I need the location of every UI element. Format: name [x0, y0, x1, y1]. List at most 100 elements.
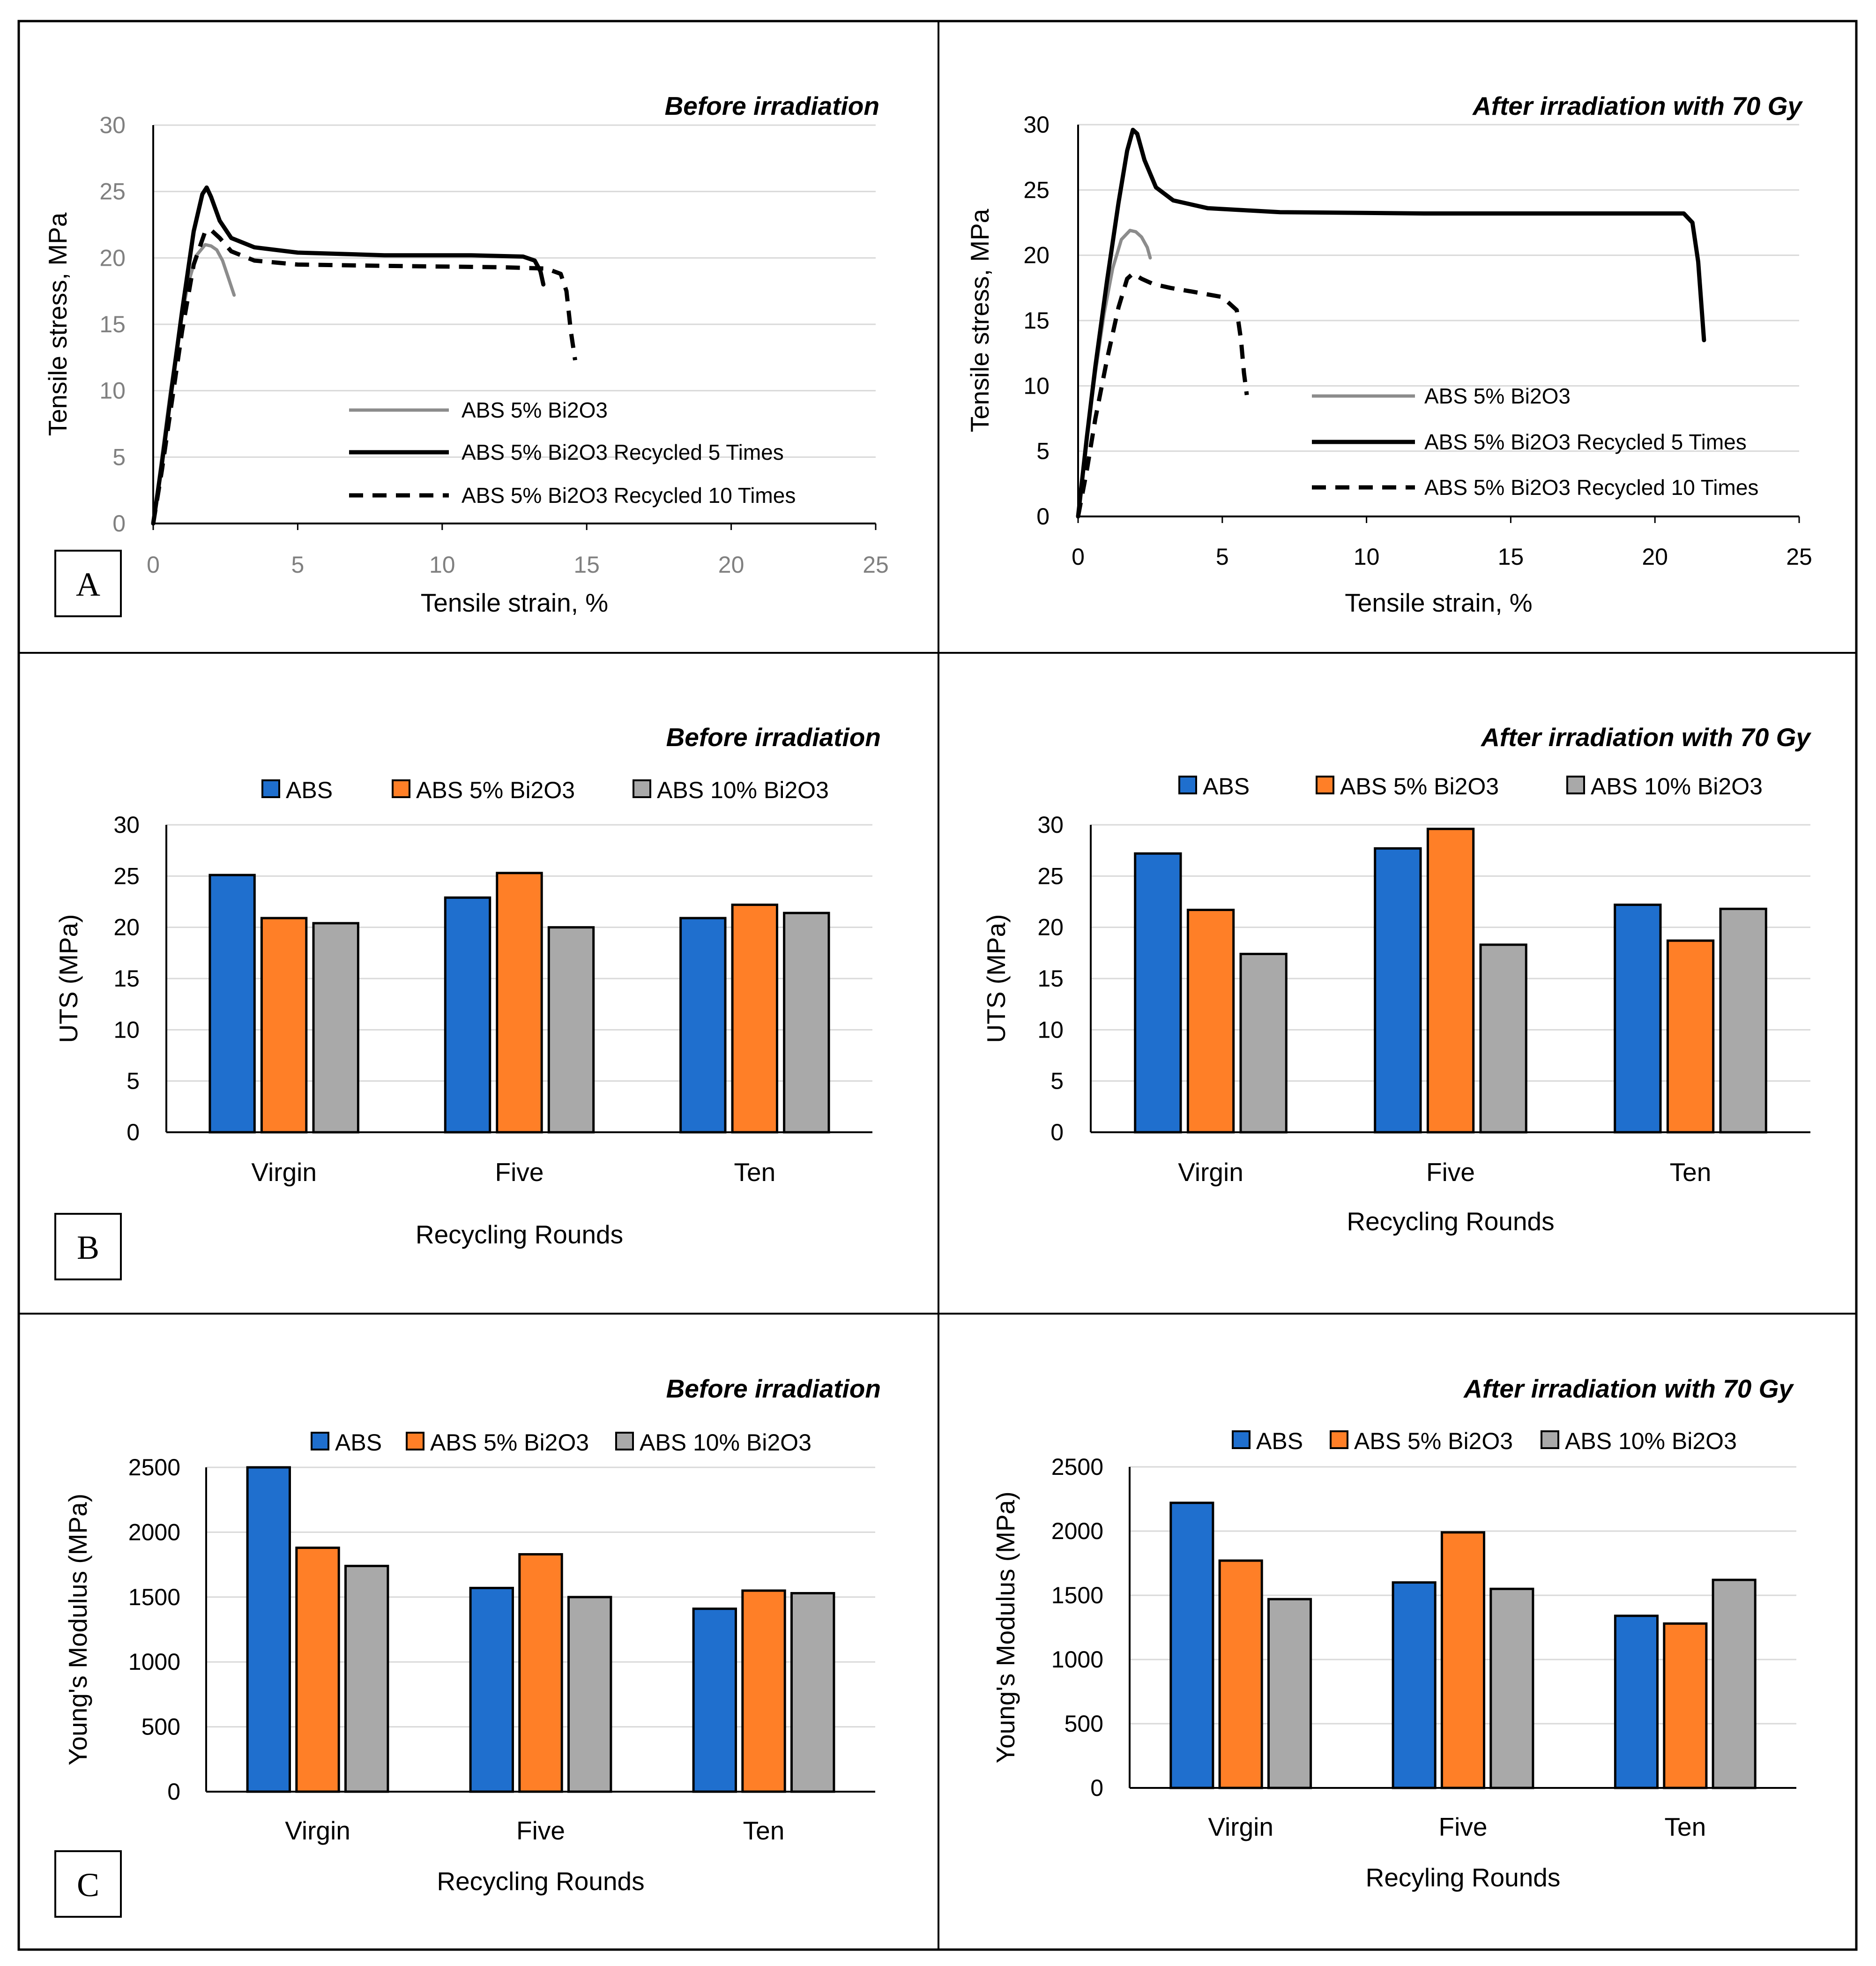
- category-label: Ten: [1670, 1158, 1712, 1187]
- y-tick-label: 2000: [1051, 1518, 1103, 1544]
- bar-abs-virgin: [1169, 1502, 1214, 1789]
- y-tick-label: 2500: [1051, 1454, 1103, 1480]
- y-axis-title: Young's Modulus (MPa): [63, 1494, 92, 1765]
- x-tick-label: 25: [863, 552, 889, 578]
- y-tick-label: 500: [1065, 1711, 1103, 1737]
- legend-swatch-0: [311, 1432, 329, 1450]
- legend-swatch-1: [392, 779, 410, 798]
- bar-abs-5-bi2o3-virgin: [260, 917, 308, 1134]
- chart-a-before: Before irradiation 0 5 10 15 20 25 30 0 5 10 15 20 25…: [43, 91, 889, 617]
- bar-abs-5-bi2o3-ten: [1663, 1622, 1708, 1789]
- chart-title: Before irradiation: [666, 723, 881, 752]
- y-tick-label: 1500: [128, 1584, 180, 1610]
- legend-label-0: ABS: [286, 777, 333, 803]
- chart-c-before: Before irradiation 0 500 1000 1500 2000 2500 AB…: [63, 1374, 881, 1896]
- legend-swatch-2: [615, 1432, 634, 1450]
- bar-abs-5-bi2o3-five: [518, 1553, 563, 1793]
- series-line-2: [1076, 271, 1249, 517]
- bar-abs-5-bi2o3-ten: [741, 1589, 786, 1793]
- y-tick-label: 25: [1037, 863, 1064, 889]
- bar-abs-ten: [1614, 904, 1662, 1134]
- legend-swatch-1: [1330, 1430, 1348, 1449]
- x-tick-label: 25: [1786, 544, 1812, 570]
- y-tick-label: 25: [1023, 177, 1050, 203]
- y-tick-label: 30: [1037, 812, 1064, 838]
- chart-title: After irradiation with 70 Gy: [1463, 1374, 1794, 1403]
- y-axis-title: UTS (MPa): [54, 914, 83, 1043]
- bar-abs-virgin: [1134, 852, 1182, 1134]
- x-tick-label: 15: [573, 552, 600, 578]
- category-label: Ten: [734, 1158, 775, 1187]
- bar-abs-10-bi2o3-virgin: [312, 922, 359, 1134]
- series-line-0: [151, 243, 236, 525]
- legend-label-2: ABS 5% Bi2O3 Recycled 10 Times: [1424, 475, 1758, 500]
- bar-abs-10-bi2o3-virgin: [1239, 953, 1288, 1134]
- category-label: Virgin: [251, 1158, 317, 1187]
- category-label: Five: [1439, 1812, 1488, 1841]
- panel-label-a: A: [54, 550, 122, 617]
- legend-label-1: ABS 5% Bi2O3: [430, 1429, 589, 1456]
- chart-title: Before irradiation: [666, 1374, 881, 1403]
- legend-label-2: ABS 5% Bi2O3 Recycled 10 Times: [462, 483, 796, 508]
- legend-swatch-1: [1316, 776, 1334, 794]
- y-tick-label: 25: [113, 863, 140, 889]
- chart-b-before: Before irradiation 0 5 10 15 20 25 30 ABS ABS 5% …: [54, 723, 881, 1249]
- bar-abs-10-bi2o3-ten: [1712, 1578, 1757, 1789]
- series-line-2: [151, 228, 577, 524]
- legend-label-0: ABS 5% Bi2O3: [1424, 384, 1571, 408]
- y-tick-label: 0: [112, 510, 126, 537]
- y-tick-label: 15: [113, 965, 140, 992]
- y-tick-label: 20: [1023, 242, 1050, 269]
- y-axis-title: Young's Modulus (MPa): [991, 1491, 1020, 1763]
- chart-a-after: After irradiation with 70 Gy 0 5 10 15 20 25 30…: [965, 91, 1812, 617]
- x-axis-title: Tensile strain, %: [421, 588, 608, 617]
- bar-abs-ten: [679, 917, 727, 1134]
- x-axis-title: Recycling Rounds: [1347, 1207, 1554, 1236]
- category-label: Five: [516, 1816, 565, 1845]
- x-tick-label: 5: [1216, 544, 1229, 570]
- x-tick-label: 10: [429, 552, 455, 578]
- bar-abs-5-bi2o3-five: [1426, 828, 1475, 1134]
- y-tick-label: 30: [99, 112, 126, 138]
- bar-abs-10-bi2o3-five: [547, 926, 595, 1134]
- bar-abs-10-bi2o3-virgin: [344, 1564, 389, 1793]
- y-tick-label: 15: [1023, 307, 1050, 334]
- y-tick-label: 5: [1036, 438, 1050, 464]
- x-tick-label: 20: [1642, 544, 1668, 570]
- chart-title: Before irradiation: [665, 91, 879, 120]
- x-axis-title: Recyling Rounds: [1366, 1863, 1561, 1892]
- bar-abs-5-bi2o3-virgin: [1218, 1559, 1263, 1789]
- x-axis-title: Recycling Rounds: [437, 1867, 644, 1896]
- x-tick-label: 0: [147, 552, 160, 578]
- y-tick-label: 20: [1037, 914, 1064, 941]
- bar-abs-five: [469, 1586, 514, 1793]
- panel-label-c: C: [54, 1850, 122, 1918]
- chart-title: After irradiation with 70 Gy: [1480, 723, 1811, 752]
- legend-label-2: ABS 10% Bi2O3: [1565, 1428, 1737, 1454]
- bar-abs-five: [1374, 847, 1422, 1134]
- y-tick-label: 25: [99, 179, 126, 205]
- legend-swatch-2: [1541, 1430, 1559, 1449]
- bar-abs-virgin: [208, 874, 256, 1134]
- y-tick-label: 1500: [1051, 1582, 1103, 1608]
- bar-abs-10-bi2o3-ten: [783, 912, 830, 1134]
- x-tick-label: 10: [1354, 544, 1380, 570]
- y-tick-label: 30: [113, 812, 140, 838]
- y-tick-label: 10: [1023, 373, 1050, 399]
- y-tick-label: 10: [1037, 1017, 1064, 1043]
- category-label: Ten: [1664, 1812, 1706, 1841]
- y-tick-label: 1000: [128, 1649, 180, 1675]
- y-axis-title: UTS (MPa): [982, 914, 1011, 1043]
- y-axis-title: Tensile stress, MPa: [43, 212, 72, 436]
- y-tick-label: 0: [127, 1119, 140, 1145]
- series-line-1: [151, 185, 546, 526]
- bar-abs-5-bi2o3-virgin: [1186, 909, 1235, 1134]
- legend-label-2: ABS 10% Bi2O3: [657, 777, 829, 803]
- bar-abs-5-bi2o3-five: [1440, 1531, 1485, 1789]
- bar-abs-10-bi2o3-ten: [1719, 907, 1767, 1134]
- bar-abs-five: [1392, 1581, 1437, 1789]
- series-line-1: [1076, 127, 1706, 519]
- bar-abs-5-bi2o3-five: [496, 872, 543, 1134]
- legend-swatch-0: [261, 779, 280, 798]
